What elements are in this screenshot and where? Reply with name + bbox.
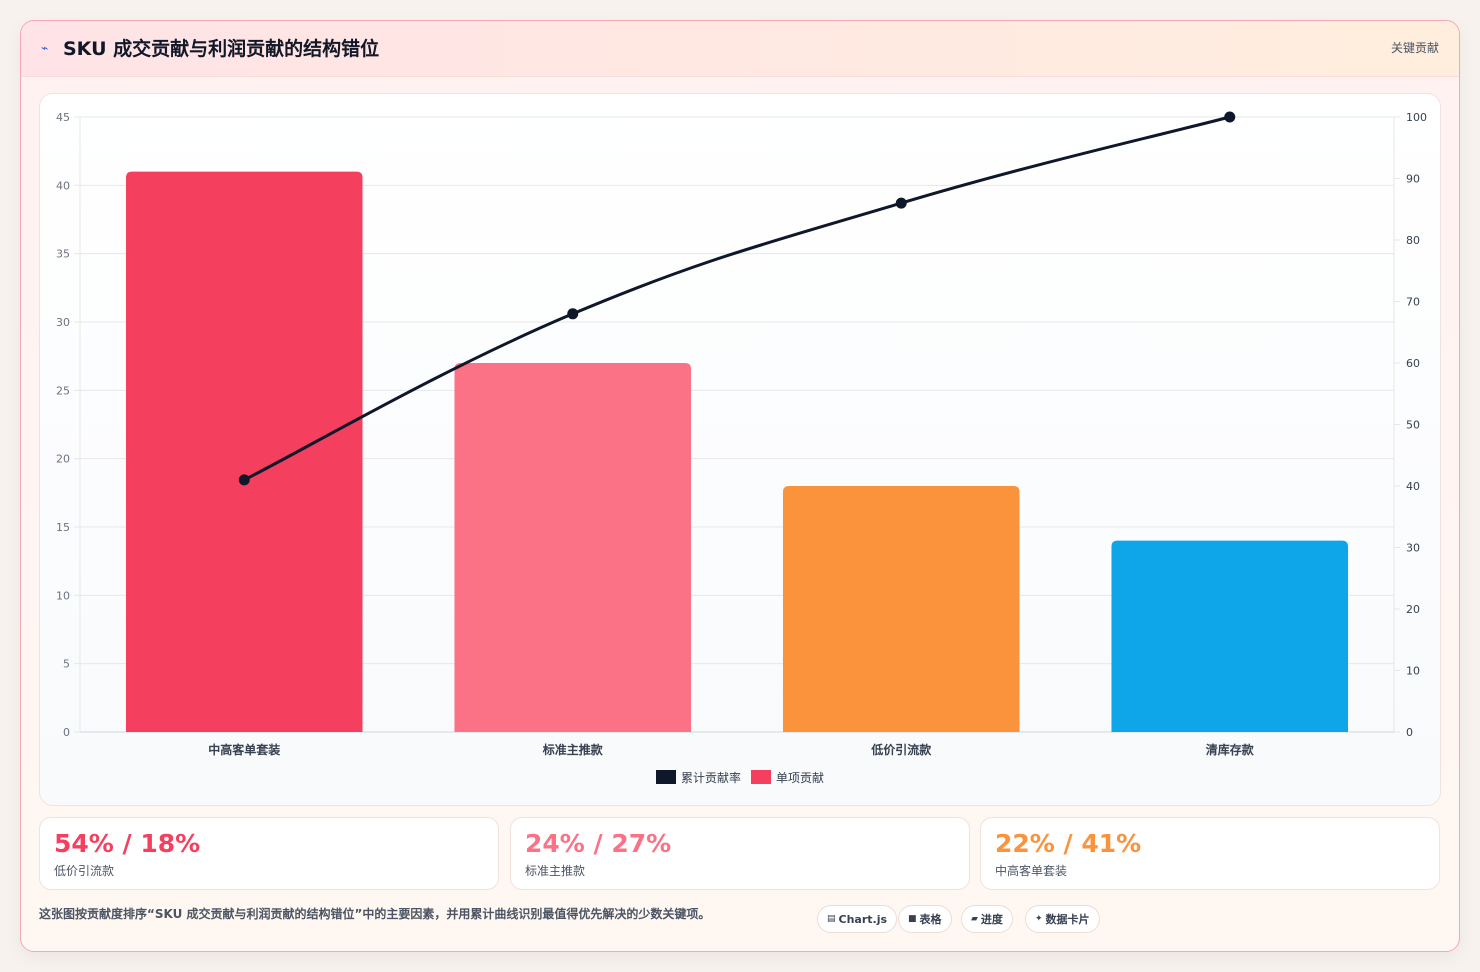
line-point-1 [238,474,250,486]
chip-label: 数据卡片 [1045,913,1090,926]
y-right-tick-label: 20 [1406,603,1420,616]
chip-label: Chart.js [838,912,888,926]
y-left-tick-label: 15 [56,521,70,534]
y-right-tick-label: 80 [1406,234,1420,247]
y-left-tick-label: 5 [63,658,70,671]
y-left-tick-label: 25 [56,384,70,397]
bar-4 [1111,540,1349,732]
trend-icon: ⌁ [41,41,49,55]
y-right-tick-label: 50 [1406,419,1420,432]
y-left-tick-label: 35 [56,248,70,261]
chip-progress[interactable]: ▰ 进度 [961,905,1013,933]
stat-card-low-price: 54% / 18% 低价引流款 [39,817,499,890]
y-left-tick-label: 30 [56,316,70,329]
chart-icon: ▤ [827,914,836,924]
y-left-tick-label: 0 [63,726,70,739]
chip-label: 进度 [980,913,1003,926]
chip-chartjs[interactable]: ▤ Chart.js [817,905,898,933]
table-icon: ■ [908,914,917,924]
y-left-tick-label: 10 [56,589,70,602]
legend-swatch [751,770,771,784]
y-left-tick-label: 45 [56,111,70,124]
y-right-tick-label: 70 [1406,296,1420,309]
chart-panel: 0 5 10 15 20 25 30 35 40 45 0 10 20 30 40 50 60 70 80 90 100… [39,93,1441,806]
stat-label: 中高客单套装 [995,864,1068,878]
y-right-tick-label: 100 [1406,111,1427,124]
bar-2 [454,363,692,732]
line-point-4 [1224,111,1236,123]
y-right-tick-label: 30 [1406,542,1420,555]
card-header: ⌁ SKU 成交贡献与利润贡献的结构错位 关键贡献 [21,21,1459,77]
x-tick-label: 中高客单套装 [208,742,280,757]
stat-label: 标准主推款 [525,864,586,878]
bar-3 [782,486,1020,732]
stat-card-premium: 22% / 41% 中高客单套装 [980,817,1440,890]
stat-card-standard: 24% / 27% 标准主推款 [510,817,970,890]
y-left-tick-label: 20 [56,453,70,466]
header-tag: 关键贡献 [1390,41,1439,55]
y-right-tick-label: 10 [1406,665,1420,678]
y-right-tick-label: 0 [1406,726,1413,739]
pareto-chart: 0 5 10 15 20 25 30 35 40 45 0 10 20 30 40 50 60 70 80 90 100… [40,94,1440,805]
bar-1 [125,171,363,733]
stat-value: 22% / 41% [995,829,1142,858]
line-point-3 [895,197,907,209]
x-tick-label: 标准主推款 [542,742,604,757]
stat-value: 24% / 27% [525,829,672,858]
line-point-2 [567,308,579,320]
chart-footnote: 这张图按贡献度排序“SKU 成交贡献与利润贡献的结构错位”中的主要因素，并用累计… [39,907,711,921]
chip-data-card[interactable]: ✦ 数据卡片 [1025,905,1100,933]
stat-value: 54% / 18% [54,829,201,858]
legend-swatch [656,770,676,784]
cumulative-line [243,115,1231,482]
progress-icon: ▰ [971,914,978,924]
stat-label: 低价引流款 [54,864,115,878]
chart-title: SKU 成交贡献与利润贡献的结构错位 [63,38,380,60]
y-right-tick-label: 90 [1406,173,1420,186]
y-right-tick-label: 40 [1406,480,1420,493]
legend-label: 单项贡献 [776,770,824,785]
chip-label: 表格 [919,913,942,926]
x-tick-label: 低价引流款 [870,742,932,757]
y-right-tick-label: 60 [1406,357,1420,370]
chip-table[interactable]: ■ 表格 [898,905,952,933]
report-card: ⌁ SKU 成交贡献与利润贡献的结构错位 关键贡献 0 5 10 15 20 25 30 35… [20,20,1460,952]
x-tick-label: 清库存款 [1206,742,1255,757]
sparkle-icon: ✦ [1035,914,1043,924]
y-left-tick-label: 40 [56,179,70,192]
legend-label: 累计贡献率 [681,770,741,785]
